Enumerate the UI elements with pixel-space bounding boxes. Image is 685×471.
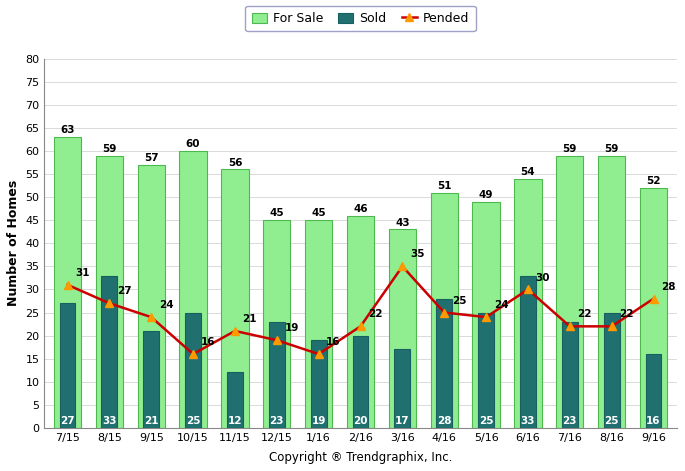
Text: 60: 60: [186, 139, 200, 149]
Text: 16: 16: [201, 337, 215, 347]
Text: 23: 23: [270, 415, 284, 426]
Text: 57: 57: [144, 153, 158, 163]
Text: 46: 46: [353, 204, 368, 214]
Text: 16: 16: [326, 337, 340, 347]
Text: 25: 25: [186, 415, 200, 426]
Text: 45: 45: [269, 208, 284, 219]
Text: 24: 24: [159, 300, 173, 310]
Bar: [514, 179, 542, 428]
Text: 16: 16: [646, 415, 661, 426]
Text: 63: 63: [60, 125, 75, 135]
Text: 30: 30: [536, 273, 550, 283]
Text: 25: 25: [604, 415, 619, 426]
Bar: [143, 331, 159, 428]
Text: 59: 59: [604, 144, 619, 154]
Bar: [227, 373, 243, 428]
Bar: [645, 354, 662, 428]
Text: 51: 51: [437, 181, 451, 191]
Bar: [353, 335, 369, 428]
Text: 35: 35: [410, 250, 425, 260]
Text: 25: 25: [479, 415, 493, 426]
Bar: [640, 188, 667, 428]
Text: 20: 20: [353, 415, 368, 426]
Bar: [138, 165, 165, 428]
Bar: [603, 312, 620, 428]
Text: 27: 27: [117, 286, 132, 296]
Text: 23: 23: [562, 415, 577, 426]
Text: 12: 12: [227, 415, 242, 426]
Text: 56: 56: [227, 158, 242, 168]
Text: 54: 54: [521, 167, 535, 177]
Text: 52: 52: [646, 176, 661, 186]
Text: 31: 31: [75, 268, 90, 278]
Text: 21: 21: [144, 415, 158, 426]
Text: 33: 33: [521, 415, 535, 426]
Bar: [179, 151, 207, 428]
Text: 59: 59: [562, 144, 577, 154]
Bar: [395, 349, 410, 428]
Bar: [431, 193, 458, 428]
X-axis label: Copyright ® Trendgraphix, Inc.: Copyright ® Trendgraphix, Inc.: [269, 451, 452, 464]
Bar: [520, 276, 536, 428]
Text: 28: 28: [437, 415, 451, 426]
Text: 17: 17: [395, 415, 410, 426]
Legend: For Sale, Sold, Pended: For Sale, Sold, Pended: [245, 6, 475, 32]
Bar: [305, 220, 332, 428]
Text: 43: 43: [395, 218, 410, 227]
Bar: [60, 303, 75, 428]
Text: 21: 21: [242, 314, 257, 324]
Text: 33: 33: [102, 415, 116, 426]
Bar: [221, 170, 249, 428]
Text: 24: 24: [494, 300, 508, 310]
Text: 25: 25: [452, 296, 466, 306]
Bar: [101, 276, 117, 428]
Bar: [562, 322, 577, 428]
Bar: [473, 202, 500, 428]
Text: 22: 22: [368, 309, 382, 319]
Bar: [185, 312, 201, 428]
Bar: [598, 155, 625, 428]
Bar: [556, 155, 584, 428]
Bar: [311, 340, 327, 428]
Text: 22: 22: [619, 309, 634, 319]
Text: 19: 19: [312, 415, 326, 426]
Bar: [389, 229, 416, 428]
Bar: [269, 322, 285, 428]
Text: 59: 59: [102, 144, 116, 154]
Bar: [478, 312, 494, 428]
Text: 19: 19: [284, 323, 299, 333]
Bar: [347, 216, 374, 428]
Text: 22: 22: [577, 309, 592, 319]
Text: 45: 45: [312, 208, 326, 219]
Y-axis label: Number of Homes: Number of Homes: [7, 180, 20, 307]
Bar: [96, 155, 123, 428]
Text: 28: 28: [661, 282, 675, 292]
Text: 49: 49: [479, 190, 493, 200]
Bar: [436, 299, 452, 428]
Text: 27: 27: [60, 415, 75, 426]
Bar: [54, 137, 81, 428]
Bar: [263, 220, 290, 428]
